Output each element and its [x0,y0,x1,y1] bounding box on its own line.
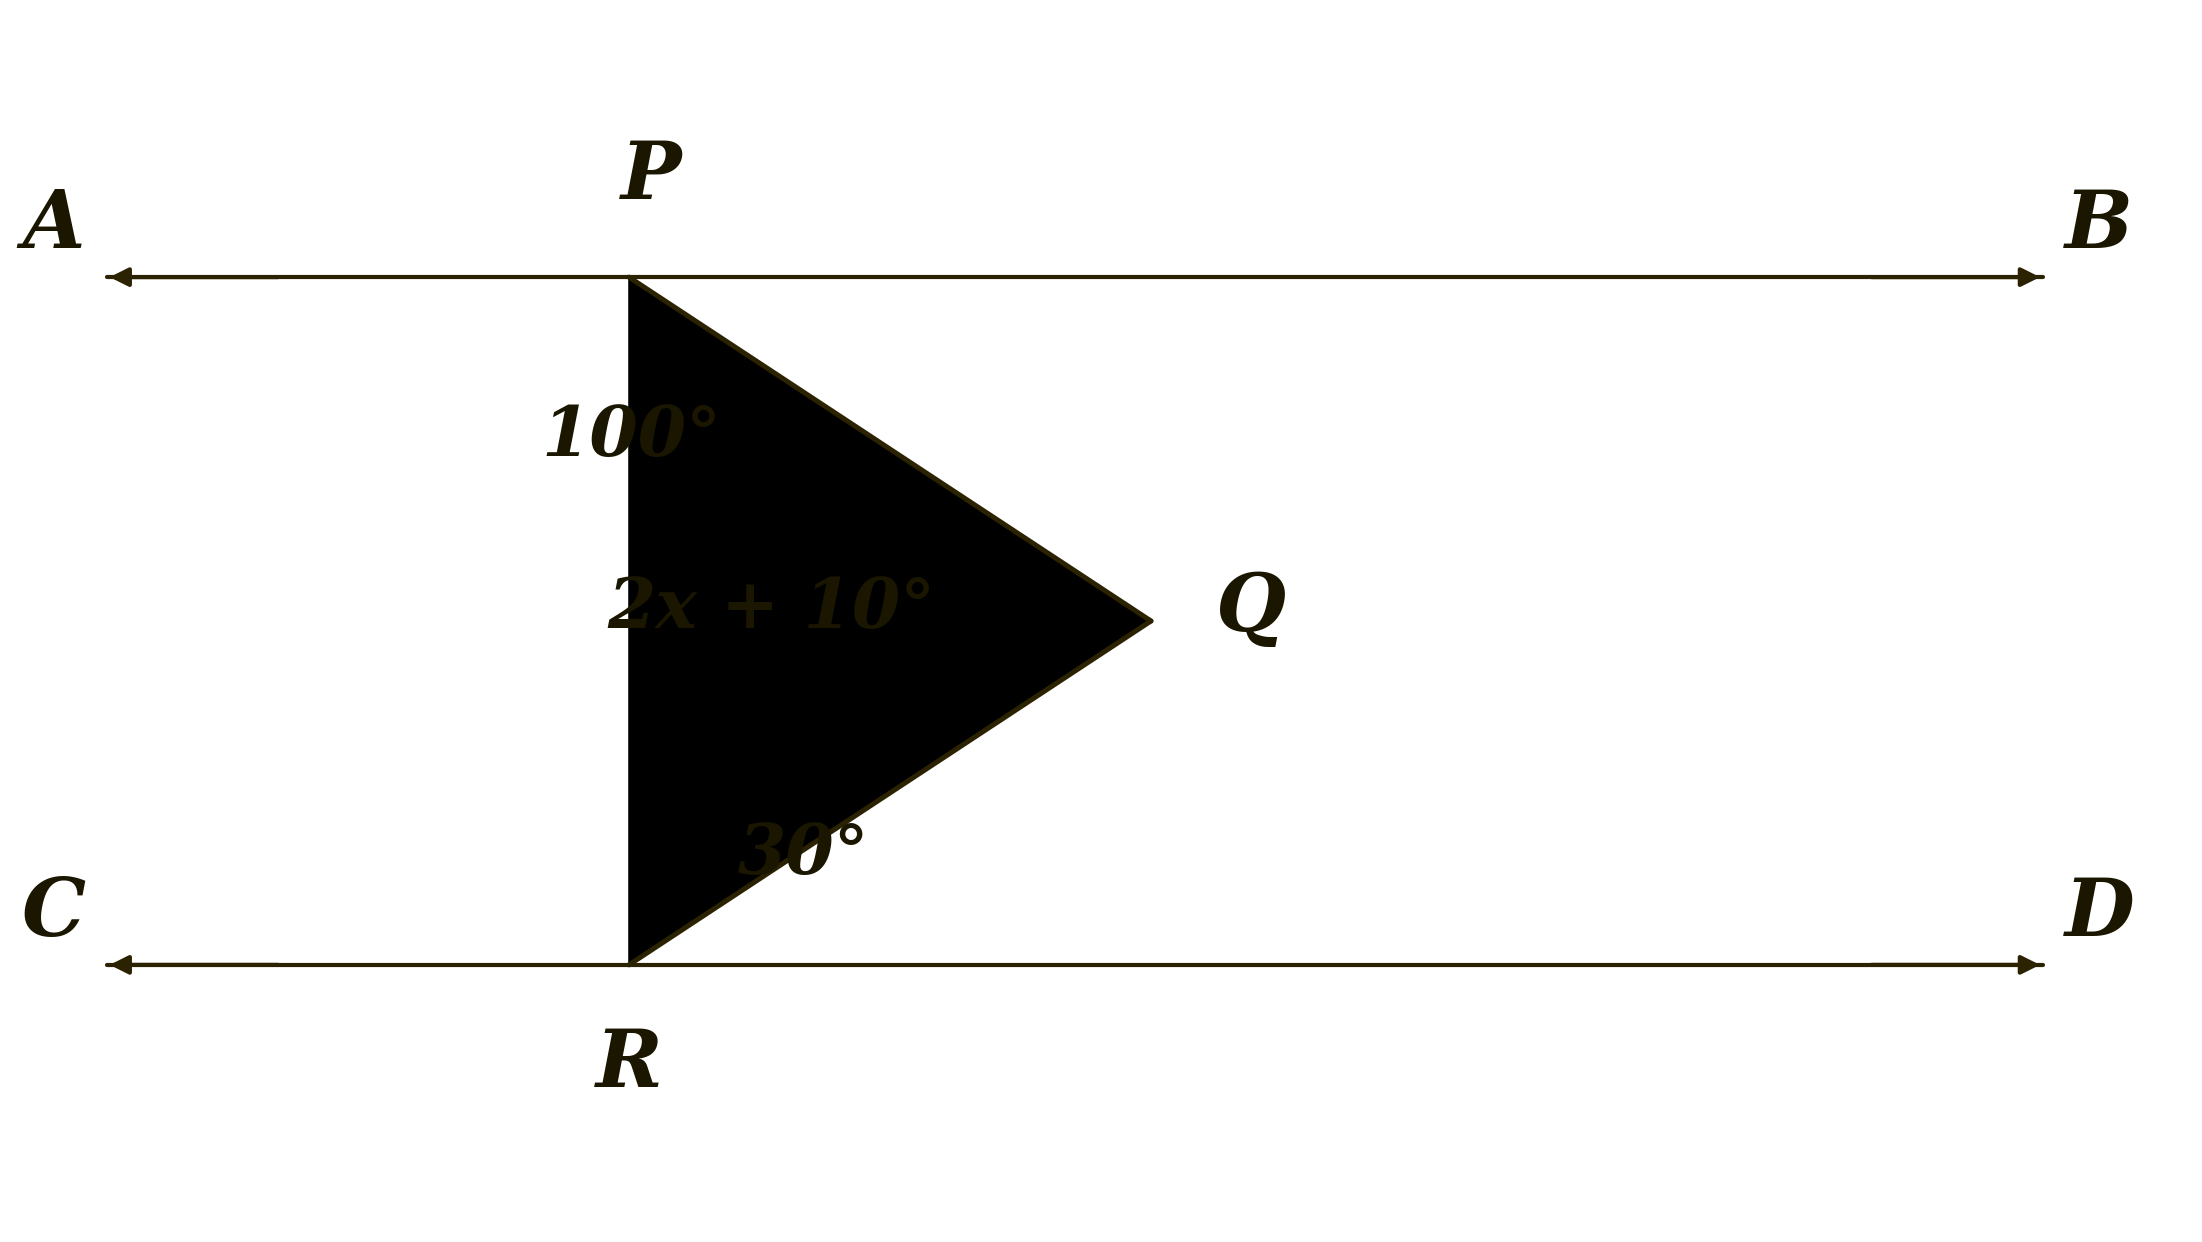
Text: 30°: 30° [738,821,870,888]
Text: 2x + 10°: 2x + 10° [608,575,936,642]
Polygon shape [630,277,1152,965]
Text: R: R [595,1026,663,1104]
Text: C: C [22,876,86,953]
Text: B: B [2065,188,2132,265]
Text: A: A [22,188,86,265]
Text: Q: Q [1216,570,1286,647]
Text: 100°: 100° [542,404,722,471]
Text: D: D [2065,876,2134,953]
Text: P: P [621,138,680,216]
